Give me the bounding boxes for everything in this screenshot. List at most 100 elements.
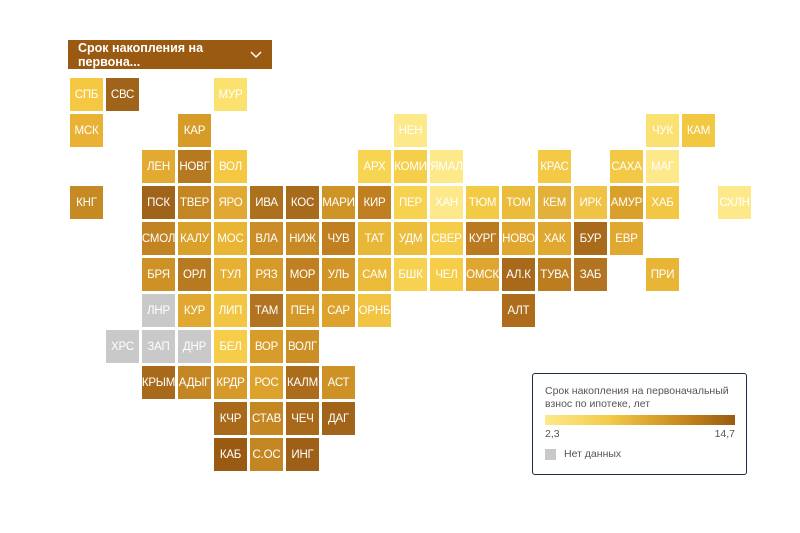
region-tile[interactable]: КАЛМ [286,366,319,399]
region-tile[interactable]: ТУЛ [214,258,247,291]
region-tile[interactable]: ПРИ [646,258,679,291]
region-tile[interactable]: САМ [358,258,391,291]
legend-no-data-label: Нет данных [564,448,622,460]
region-tile[interactable]: ДНР [178,330,211,363]
region-tile[interactable]: КОМИ [394,150,427,183]
region-tile[interactable]: АЛТ [502,294,535,327]
region-tile[interactable]: ИНГ [286,438,319,471]
region-tile[interactable]: БРЯ [142,258,175,291]
region-tile[interactable]: ВЛА [250,222,283,255]
region-tile[interactable]: ОРЛ [178,258,211,291]
region-tile[interactable]: ХАК [538,222,571,255]
region-tile[interactable]: ИВА [250,186,283,219]
region-tile[interactable]: СВС [106,78,139,111]
region-tile[interactable]: ВОЛ [214,150,247,183]
region-tile[interactable]: КАР [178,114,211,147]
region-tile[interactable]: МАРИ [322,186,355,219]
region-tile[interactable]: УДМ [394,222,427,255]
region-tile[interactable]: КРДР [214,366,247,399]
region-tile[interactable]: ЛНР [142,294,175,327]
region-tile[interactable]: МУР [214,78,247,111]
region-tile[interactable]: МОС [214,222,247,255]
region-tile[interactable]: С.ОС [250,438,283,471]
region-tile[interactable]: СМОЛ [142,222,175,255]
region-tile[interactable]: КУРГ [466,222,499,255]
region-tile[interactable]: ТЮМ [466,186,499,219]
region-tile[interactable]: СВЕР [430,222,463,255]
region-tile[interactable]: НОВГ [178,150,211,183]
region-tile[interactable]: КРЫМ [142,366,175,399]
region-tile[interactable]: УЛЬ [322,258,355,291]
region-tile[interactable]: МСК [70,114,103,147]
region-tile[interactable]: ЗАБ [574,258,607,291]
region-tile[interactable]: САХА [610,150,643,183]
region-tile[interactable]: ЯМАЛ [430,150,463,183]
region-tile[interactable]: БЕЛ [214,330,247,363]
region-tile[interactable]: ЛЕН [142,150,175,183]
legend-title: Срок накопления на первоначальный взнос … [545,385,729,410]
region-tile[interactable]: КАБ [214,438,247,471]
region-tile[interactable]: ЗАП [142,330,175,363]
region-tile[interactable]: МОР [286,258,319,291]
legend-no-data: Нет данных [545,448,734,460]
region-tile[interactable]: ИРК [574,186,607,219]
region-tile[interactable]: ЛИП [214,294,247,327]
region-tile[interactable]: ХАН [430,186,463,219]
region-tile[interactable]: ХАБ [646,186,679,219]
legend-max-label: 14,7 [714,428,735,440]
region-tile[interactable]: РОС [250,366,283,399]
region-tile[interactable]: ТУВА [538,258,571,291]
region-tile[interactable]: КОС [286,186,319,219]
region-tile[interactable]: АСТ [322,366,355,399]
dropdown-label: Срок накопления на первона... [78,40,204,69]
region-tile[interactable]: САР [322,294,355,327]
region-tile[interactable]: БУР [574,222,607,255]
region-tile[interactable]: ПСК [142,186,175,219]
region-tile[interactable]: МАГ [646,150,679,183]
region-tile[interactable]: ПЕН [286,294,319,327]
region-tile[interactable]: КУР [178,294,211,327]
region-tile[interactable]: ВОЛГ [286,330,319,363]
region-tile[interactable]: КАЛУ [178,222,211,255]
region-tile[interactable]: ТОМ [502,186,535,219]
region-tile[interactable]: ЧЕЛ [430,258,463,291]
chevron-down-icon [249,48,262,62]
region-tile[interactable]: ТАМ [250,294,283,327]
region-tile[interactable]: ОМСК [466,258,499,291]
region-tile[interactable]: НОВО [502,222,535,255]
region-tile[interactable]: ДАГ [322,402,355,435]
legend: Срок накопления на первоначальный взнос … [532,373,747,475]
region-tile[interactable]: АМУР [610,186,643,219]
region-tile[interactable]: ЕВР [610,222,643,255]
region-tile[interactable]: ХРС [106,330,139,363]
legend-min-label: 2,3 [545,428,560,440]
region-tile[interactable]: ЧУК [646,114,679,147]
region-tile[interactable]: ЧЕЧ [286,402,319,435]
region-tile[interactable]: ЧУВ [322,222,355,255]
region-tile[interactable]: СТАВ [250,402,283,435]
region-tile[interactable]: КЧР [214,402,247,435]
legend-gradient [545,415,735,425]
region-tile[interactable]: СХЛН [718,186,751,219]
region-tile[interactable]: ПЕР [394,186,427,219]
no-data-swatch [545,448,556,460]
region-tile[interactable]: КАМ [682,114,715,147]
region-tile[interactable]: НИЖ [286,222,319,255]
region-tile[interactable]: ВОР [250,330,283,363]
region-tile[interactable]: БШК [394,258,427,291]
region-tile[interactable]: ТАТ [358,222,391,255]
region-tile[interactable]: СПБ [70,78,103,111]
region-tile[interactable]: КРАС [538,150,571,183]
region-tile[interactable]: ТВЕР [178,186,211,219]
region-tile[interactable]: АРХ [358,150,391,183]
region-tile[interactable]: КИР [358,186,391,219]
indicator-dropdown[interactable]: Срок накопления на первона... [68,40,272,69]
region-tile[interactable]: НЕН [394,114,427,147]
region-tile[interactable]: ОРНБ [358,294,391,327]
region-tile[interactable]: ЯРО [214,186,247,219]
region-tile[interactable]: КЕМ [538,186,571,219]
region-tile[interactable]: РЯЗ [250,258,283,291]
region-tile[interactable]: АЛ.К [502,258,535,291]
region-tile[interactable]: АДЫГ [178,366,211,399]
region-tile[interactable]: КНГ [70,186,103,219]
